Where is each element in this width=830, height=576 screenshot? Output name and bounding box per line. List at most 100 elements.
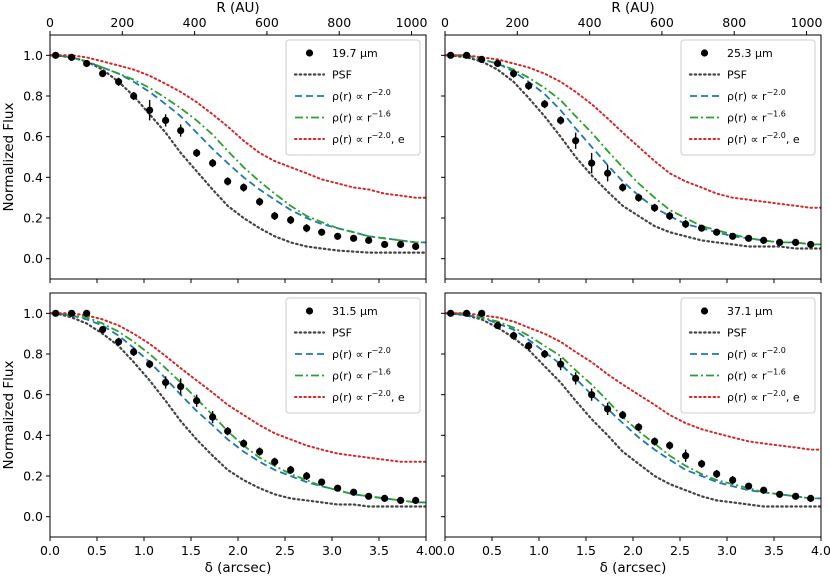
legend-text: ρ(r) ∝ r (332, 90, 372, 103)
y-tick-label: 0.0 (23, 509, 43, 524)
x-tick-label: 3.5 (369, 543, 389, 558)
legend-label-r20: ρ(r) ∝ r−2.0 (332, 346, 391, 361)
data-point (115, 338, 123, 346)
data-point (525, 342, 533, 350)
data-point (619, 411, 627, 419)
panel-bottom-left: 0.0 0.2 0.4 0.6 0.8 1.0 0.0 0.5 1.0 1.5 2.0 2.5 3.0 3… (23, 292, 436, 558)
data-point (412, 242, 420, 251)
legend-exponent: −2.0 (766, 389, 785, 398)
data-point (240, 183, 248, 192)
x-tick-label: 0.0 (40, 543, 60, 558)
data-point (318, 478, 326, 486)
data-point (303, 472, 311, 480)
legend-text: ρ(r) ∝ r (727, 133, 767, 146)
top-tick-label: 1000 (791, 15, 823, 30)
series-line-psf (50, 312, 426, 508)
legend-exponent: −2.0 (371, 346, 390, 355)
data-point (52, 309, 60, 317)
data-point (776, 238, 784, 246)
legend-exponent: −1.6 (371, 368, 390, 377)
legend-marker-data (305, 49, 314, 57)
legend-label-data: 31.5 μm (332, 305, 378, 318)
top-tick-label: 0 (46, 15, 54, 30)
data-point (318, 228, 326, 236)
data-point (588, 159, 596, 167)
data-point (635, 194, 643, 202)
legend-label-data: 37.1 μm (727, 305, 773, 318)
legend-suffix: , e (786, 391, 800, 404)
legend-exponent: −2.0 (371, 389, 390, 398)
legend-label-data: 19.7 μm (332, 47, 378, 60)
data-point (713, 470, 721, 478)
legend-text: ρ(r) ∝ r (727, 348, 767, 361)
x-tick-label: 0.5 (87, 543, 107, 558)
series-line-psf (445, 312, 821, 508)
legend-label-r20e: ρ(r) ∝ r−2.0, e (727, 389, 800, 404)
legend-label-data: 25.3 μm (727, 47, 773, 60)
x-tick-label: 4.0 (416, 543, 436, 558)
top-tick-label: 600 (255, 15, 279, 30)
data-point (494, 321, 502, 330)
top-tick-label: 1000 (396, 15, 428, 30)
data-point (177, 126, 185, 135)
x-axis-label-right: δ (arcsec) (600, 560, 667, 576)
data-point (729, 476, 737, 484)
plot-area (50, 51, 426, 254)
x-tick-label: 1.0 (134, 543, 154, 558)
series-line-r20e (445, 312, 821, 451)
legend-text: ρ(r) ∝ r (332, 133, 372, 146)
data-point (682, 220, 690, 228)
data-point (209, 159, 217, 167)
data-point (635, 423, 643, 431)
plot-area (445, 309, 821, 508)
data-point (334, 484, 342, 492)
top-tick-label: 200 (505, 15, 529, 30)
data-point (447, 51, 455, 59)
data-point (729, 232, 737, 240)
top-tick-label: 0 (441, 15, 449, 30)
legend-text: ρ(r) ∝ r (332, 370, 372, 383)
legend-label-psf: PSF (727, 327, 747, 340)
legend-label-r16: ρ(r) ∝ r−1.6 (332, 110, 391, 125)
panel-top-left: 0.0 0.2 0.4 0.6 0.8 1.0 0 200 400 600 800 1000 19.7 … (23, 15, 427, 283)
legend-box (680, 297, 816, 414)
legend-text: ρ(r) ∝ r (727, 112, 767, 125)
legend-text: ρ(r) ∝ r (332, 112, 372, 125)
legend-label-psf: PSF (727, 69, 747, 82)
data-point (447, 309, 455, 317)
legend-label-r16: ρ(r) ∝ r−1.6 (727, 110, 786, 125)
data-point (224, 177, 232, 185)
legend-text: PSF (332, 327, 352, 340)
y-tick-label: 0.0 (23, 251, 43, 266)
legend-marker-data (305, 307, 314, 315)
data-point (365, 492, 373, 500)
data-point (510, 70, 518, 78)
panel-frame (444, 34, 822, 280)
data-point (99, 70, 107, 78)
legend-text: PSF (727, 69, 747, 82)
data-point (177, 382, 185, 391)
top-tick-label: 400 (578, 15, 602, 30)
x-tick-label: 1.0 (529, 543, 549, 558)
legend-box (285, 297, 421, 414)
y-tick-label: 0.2 (23, 469, 43, 484)
y-tick-label: 0.6 (23, 387, 43, 402)
data-point (193, 149, 201, 157)
legend-marker-data (700, 307, 709, 315)
panel-frame (49, 292, 427, 538)
x-tick-label: 3.0 (717, 543, 737, 558)
series-line-r20e (50, 312, 426, 463)
x-tick-label: 0.5 (482, 543, 502, 558)
data-point (572, 137, 580, 145)
data-point (162, 116, 170, 124)
data-point (271, 458, 279, 466)
data-point (83, 309, 91, 317)
data-point (792, 238, 800, 246)
x-tick-label: 2.0 (228, 543, 248, 558)
plot-area (445, 51, 821, 250)
data-point (463, 51, 471, 59)
